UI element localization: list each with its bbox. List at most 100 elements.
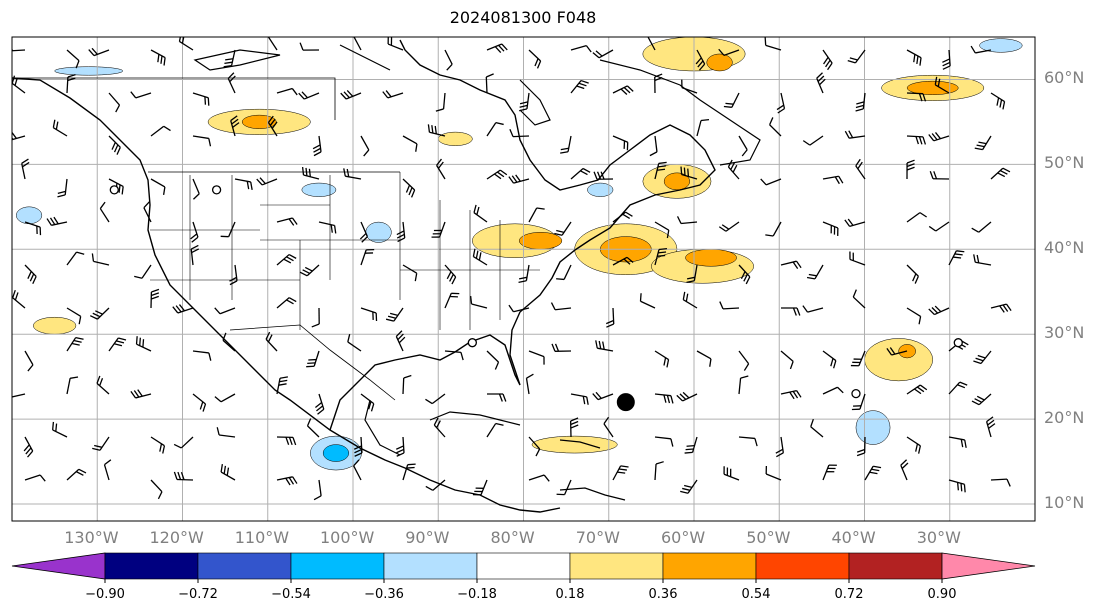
station-marker [467,338,478,348]
wind-barb [780,260,802,269]
wind-barb [592,391,614,401]
contour-region [16,206,43,225]
wind-barb [948,250,965,266]
station-marker [953,338,963,348]
wind-barb [486,422,504,438]
wind-barb [472,248,488,266]
wind-barb [906,49,922,66]
wind-barb [948,479,966,493]
contour-region [54,66,124,76]
colorbar-segment [569,552,664,580]
wind-barb [256,177,278,186]
wind-barb [696,350,712,367]
wind-barb [444,350,464,361]
wind-barb [395,330,406,352]
hurricane-marker [616,393,635,412]
wind-barb [765,221,782,237]
wind-barb [612,85,634,95]
wind-barb [852,289,866,309]
colorbar-tick-label: −0.90 [85,587,125,602]
colorbar-tick-label: −0.72 [178,587,218,602]
wind-barb [682,291,698,309]
wind-barb [519,92,530,112]
wind-barb [647,37,656,51]
contour-region [365,221,392,243]
wind-barb [695,49,706,71]
wind-barb [612,135,629,151]
colorbar-segment [662,552,757,580]
wind-barb [216,427,236,438]
colorbar-extend-low [11,552,106,580]
wind-barb [676,391,698,402]
wind-barb [612,256,634,266]
wind-barb [318,221,337,234]
wind-barb [769,117,782,137]
wind-barb [214,393,236,403]
wind-barb [143,201,152,223]
contour-region [531,435,618,454]
contour-region [706,53,733,72]
wind-barb [130,91,152,99]
wind-barb [150,436,166,454]
wind-barb [764,37,782,51]
wind-barb [612,211,633,223]
wind-barb [134,264,152,279]
wind-barb [971,393,992,406]
station-marker [851,388,861,399]
wind-barb [775,436,784,458]
wind-barb [353,37,362,51]
longitude-label: 110°W [234,528,290,547]
wind-barb [402,178,416,198]
wind-barb [525,373,534,395]
colorbar-segment [104,552,199,580]
wind-barb [190,244,200,266]
wind-barb [486,43,508,53]
wind-barb [654,247,668,266]
wind-barb [311,307,320,328]
colorbar-tick-label: −0.18 [457,587,497,602]
latitude-label: 40°N [1044,238,1085,258]
wind-barb [723,92,740,108]
wind-barb [229,264,238,286]
wind-barb [190,221,199,243]
longitude-label: 90°W [405,528,450,547]
wind-barb [298,91,320,100]
wind-barb [570,44,592,53]
wind-barb [230,115,240,137]
wind-barb [603,416,614,438]
wind-barb [822,350,837,369]
wind-barb [886,347,908,356]
wind-barb [850,350,866,367]
wind-barb [592,49,614,59]
wind-barb [518,264,530,283]
longitude-label: 120°W [149,528,204,547]
wind-barb [472,479,488,496]
wind-barb [906,436,922,454]
wind-barb [864,465,882,481]
colorbar-segment [383,552,478,580]
contour-region [685,249,737,267]
wind-barb [929,171,950,180]
wind-barb [192,350,212,361]
wind-barb [906,135,927,145]
wind-barb [24,264,37,284]
coastlines [12,39,761,513]
wind-barb [906,212,927,223]
wind-barb [103,459,112,481]
wind-barb [108,135,121,155]
wind-barb [12,47,26,52]
wind-barb [402,374,412,395]
wind-barb [299,264,320,277]
wind-barb [23,436,34,458]
wind-barb [851,393,866,411]
contour-region [898,344,916,359]
longitude-label: 40°W [831,528,876,547]
wind-barb [276,297,297,309]
wind-barb [276,376,288,395]
wind-barb [508,174,530,184]
wind-barb [680,479,698,494]
wind-barb [220,464,236,481]
wind-barb [974,135,992,151]
wind-barb [948,436,967,448]
